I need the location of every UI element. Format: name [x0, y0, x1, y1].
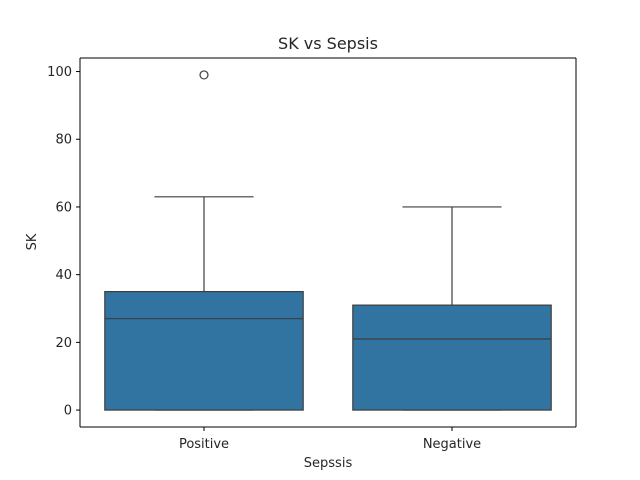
y-tick-label: 20	[55, 336, 72, 351]
y-tick-label: 0	[64, 404, 72, 419]
x-tick-label: Positive	[179, 437, 229, 452]
outlier-point	[199, 70, 209, 80]
plot-area: 0 20 40 60 80 100 Positive Negative	[47, 57, 577, 452]
x-axis-label: Sepssis	[304, 456, 353, 471]
box-negative	[352, 304, 552, 411]
y-tick-label: 40	[55, 268, 72, 283]
y-axis-label: SK	[25, 233, 40, 250]
x-tick-label: Negative	[423, 437, 481, 452]
y-tick-label: 100	[47, 65, 72, 80]
y-tick-label: 60	[55, 200, 72, 215]
box-positive	[104, 290, 304, 411]
y-tick-label: 80	[55, 133, 72, 148]
chart-title: SK vs Sepsis	[278, 34, 378, 53]
